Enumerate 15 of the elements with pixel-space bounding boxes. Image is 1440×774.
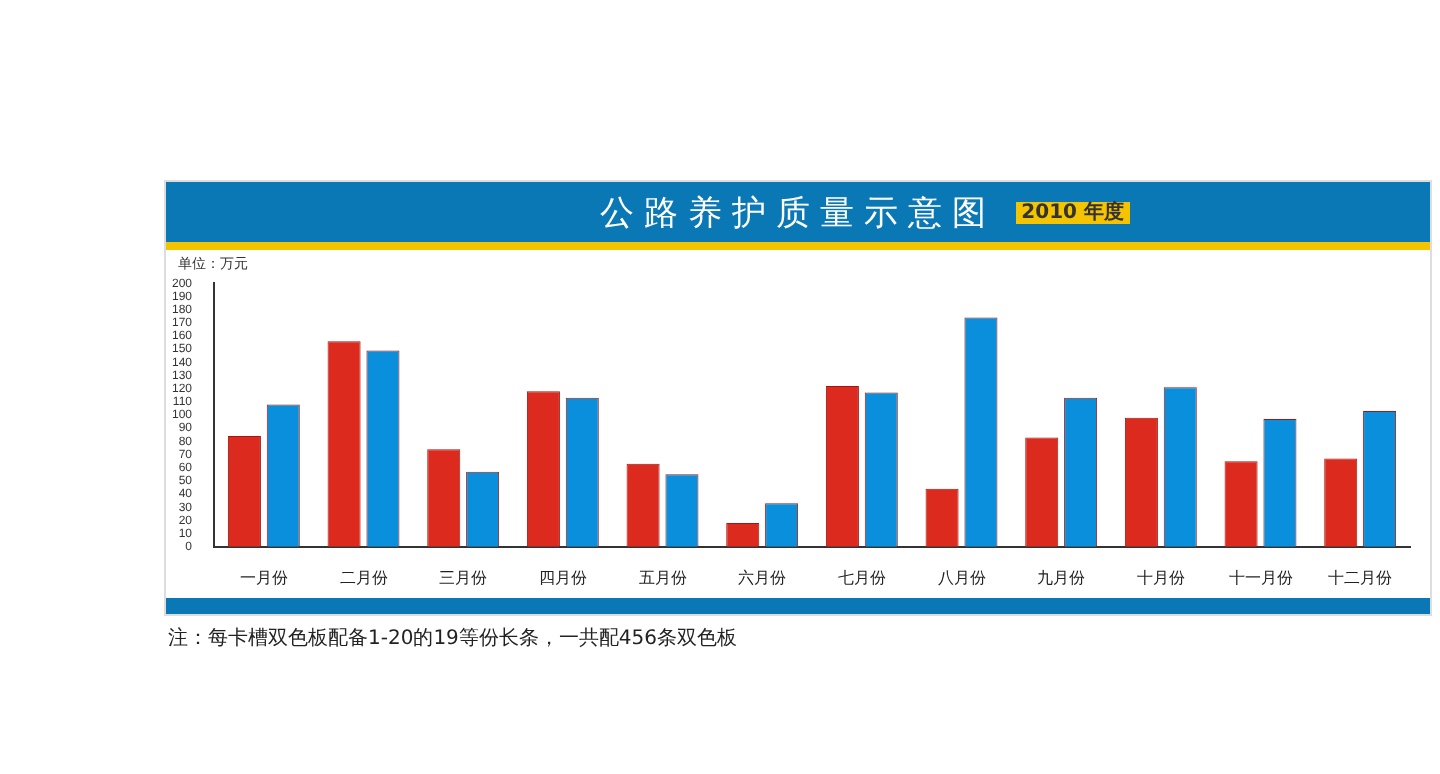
- x-tick-label: 九月份: [1037, 568, 1086, 587]
- x-tick-label: 十二月份: [1328, 568, 1393, 587]
- x-tick-label: 八月份: [937, 568, 986, 587]
- x-tick-label: 一月份: [239, 568, 288, 587]
- x-tick-label: 七月份: [837, 568, 886, 587]
- x-tick-label: 五月份: [638, 568, 687, 587]
- x-tick-label: 二月份: [339, 568, 388, 587]
- x-tick-label: 十一月份: [1228, 568, 1293, 587]
- x-tick-label: 六月份: [738, 568, 787, 587]
- x-tick-label: 十月份: [1136, 568, 1185, 587]
- text: 注：每卡槽双色板配备1-20的19等份长条，一共配456条双色板: [168, 625, 738, 652]
- chart-subtitle: 2010 年度: [1015, 202, 1130, 224]
- x-tick-label: 四月份: [538, 568, 587, 587]
- chart-title: 公路养护质量示意图: [600, 194, 996, 234]
- x-tick-label: 三月份: [439, 568, 488, 587]
